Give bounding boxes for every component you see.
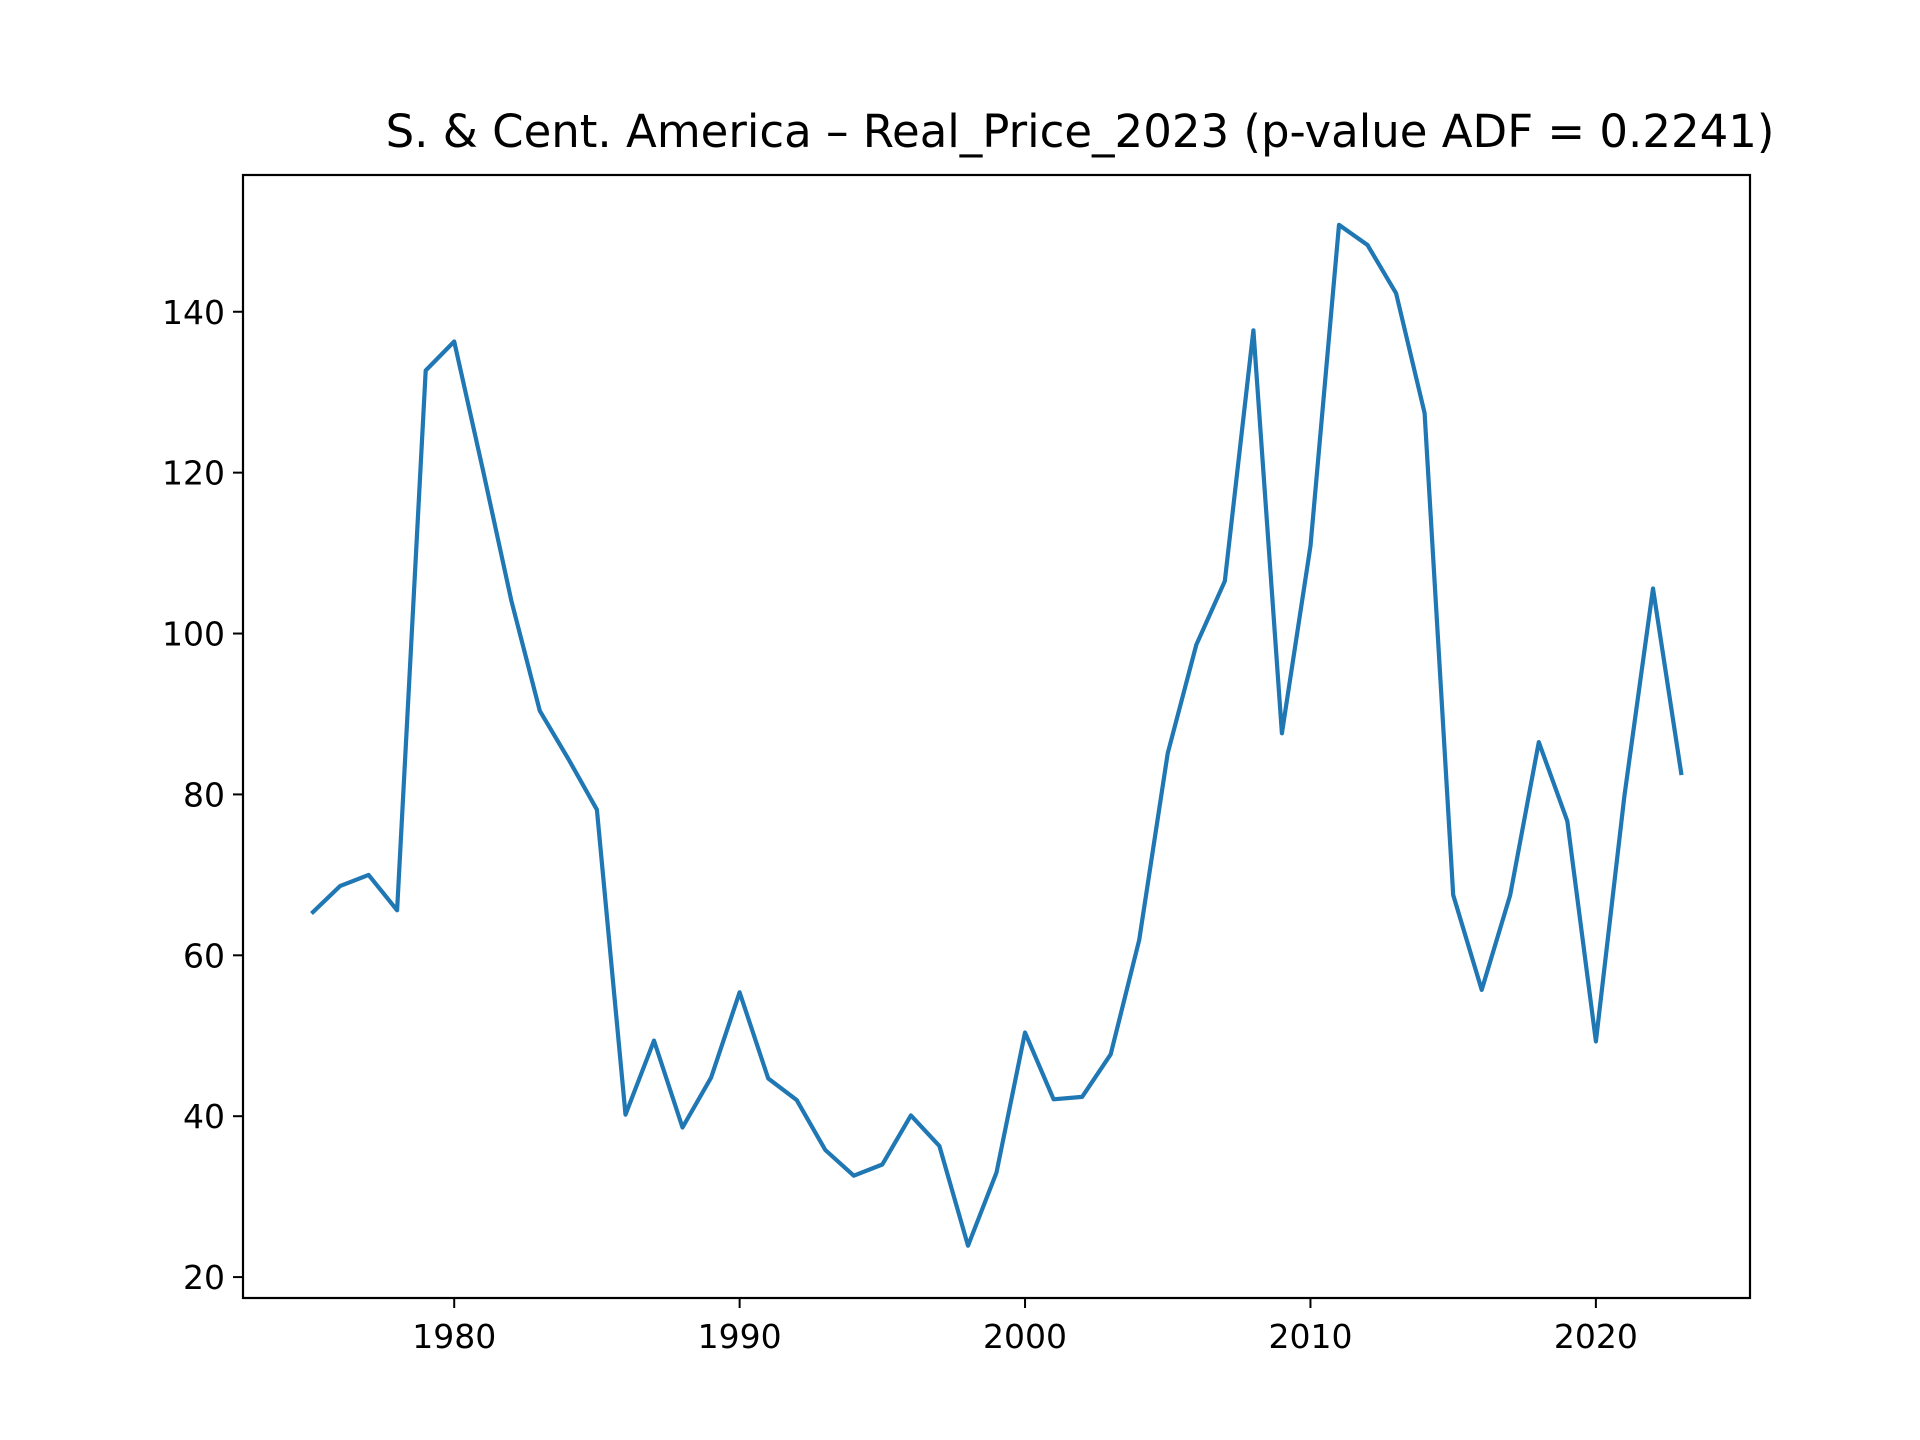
y-tick-label: 60 [183, 936, 225, 975]
series-line-0 [310, 222, 1684, 1248]
x-axis: 1980 1990 2000 2010 2020 [412, 1298, 1638, 1356]
x-tick-label: 2010 [1268, 1317, 1352, 1356]
y-tick-label: 40 [183, 1097, 225, 1136]
plot-area-frame [241, 173, 1752, 1300]
x-tick-label: 1980 [412, 1317, 496, 1356]
y-axis: 20 40 60 80 100 120 140 [162, 293, 243, 1297]
x-tick-label: 2000 [983, 1317, 1067, 1356]
series-layer [310, 222, 1684, 1248]
y-tick-label: 80 [183, 775, 225, 814]
x-tick-label: 1990 [698, 1317, 782, 1356]
y-tick-label: 20 [183, 1258, 225, 1297]
y-tick-label: 100 [162, 615, 225, 654]
y-tick-label: 120 [162, 454, 225, 493]
chart-title: S. & Cent. America – Real_Price_2023 (p-… [386, 105, 1775, 158]
x-tick-label: 2020 [1554, 1317, 1638, 1356]
y-tick-label: 140 [162, 293, 225, 332]
